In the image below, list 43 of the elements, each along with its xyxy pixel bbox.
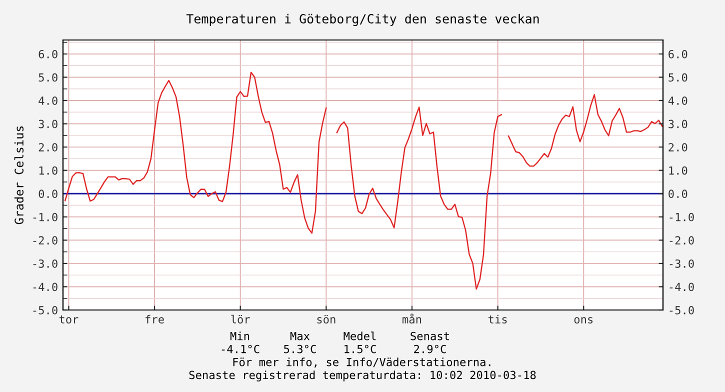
- y-tick-label: 4.0: [38, 96, 58, 105]
- x-tick-label: tor: [59, 316, 78, 324]
- y2-tick-label: 3.0: [668, 120, 688, 128]
- y-tick-label: 6.0: [38, 50, 58, 58]
- y-tick-label: -1.0: [33, 212, 58, 222]
- y2-tick-label: -1.0: [670, 212, 694, 222]
- y2-tick-label: 0.0: [668, 190, 688, 198]
- x-tick-label: fre: [146, 314, 164, 324]
- y2-tick-label: 6.0: [668, 50, 688, 58]
- text: 5.3°C: [284, 344, 316, 354]
- y-tick-label: -3.0: [33, 259, 58, 268]
- y-tick-label: -4.0: [33, 282, 58, 292]
- x-tick-label: mån: [402, 314, 422, 324]
- text: För mer info, se Info/Väderstationerna.: [233, 358, 490, 368]
- y2-tick-label: -5.0: [670, 306, 694, 314]
- y-tick-label: 0.0: [38, 190, 58, 198]
- y2-tick-label: 5.0: [668, 73, 688, 82]
- y-tick-label: 2.0: [38, 143, 58, 152]
- text: Senast: [410, 332, 449, 340]
- y2-tick-label: 2.0: [668, 143, 688, 152]
- y2-tick-label: -4.0: [670, 282, 694, 292]
- y-tick-label: 3.0: [38, 120, 58, 128]
- x-tick-label: lör: [231, 314, 250, 324]
- text: -4.1°C: [222, 344, 260, 354]
- y2-tick-label: 4.0: [668, 96, 688, 105]
- y2-tick-label: 1.0: [669, 166, 688, 175]
- y-tick-label: 5.0: [38, 73, 58, 82]
- chart-title: Temperaturen i Göteborg/City den senaste veckan: [186, 14, 539, 26]
- x-tick-label: ons: [574, 317, 593, 324]
- text: Senaste registrerad temperaturdata: 10:02 2010-03-18: [189, 370, 536, 382]
- text: Medel: [344, 332, 376, 340]
- text: Min: [230, 332, 250, 340]
- y-tick-label: 1.0: [39, 166, 58, 175]
- y-tick-label: -2.0: [33, 236, 58, 245]
- x-tick-label: tis: [488, 314, 507, 324]
- x-tick-label: sön: [317, 314, 336, 324]
- y2-tick-label: -2.0: [670, 236, 694, 245]
- y2-tick-label: -3.0: [670, 259, 694, 268]
- text: Max: [290, 332, 310, 340]
- text: 2.9°C: [414, 344, 446, 354]
- y-axis-title: Grader Celsius: [14, 126, 24, 224]
- text: 1.5°C: [344, 344, 376, 354]
- y-tick-label: -5.0: [33, 306, 58, 314]
